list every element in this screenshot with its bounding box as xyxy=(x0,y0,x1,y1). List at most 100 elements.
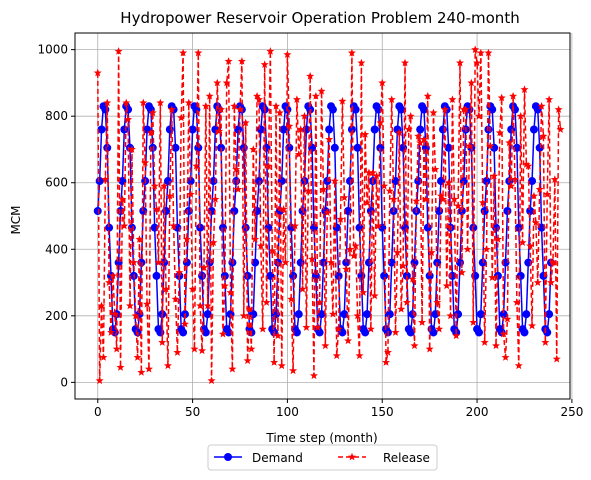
x-tick-label: 0 xyxy=(94,405,102,419)
release-point xyxy=(480,338,489,346)
demand-point xyxy=(230,207,239,216)
release-point xyxy=(427,248,436,256)
release-point xyxy=(518,238,527,247)
release-point xyxy=(101,175,110,183)
release-point xyxy=(444,178,453,187)
release-point xyxy=(402,298,411,306)
release-point xyxy=(385,186,394,195)
demand-point xyxy=(319,258,328,267)
release-point xyxy=(425,344,434,353)
release-point xyxy=(116,363,125,371)
release-point xyxy=(474,111,483,120)
release-point xyxy=(435,324,444,333)
demand-point xyxy=(543,328,552,337)
release-point xyxy=(181,319,189,328)
release-point xyxy=(247,344,256,353)
release-point xyxy=(450,195,459,203)
release-point xyxy=(167,105,176,113)
release-point xyxy=(457,268,466,276)
release-point xyxy=(552,354,561,363)
demand-point xyxy=(406,328,415,337)
release-point xyxy=(232,165,241,173)
demand-point xyxy=(529,125,538,134)
demand-point xyxy=(385,310,394,319)
release-point xyxy=(364,168,373,177)
release-point xyxy=(524,161,533,170)
release-point xyxy=(490,171,499,180)
release-point xyxy=(251,235,260,243)
release-point xyxy=(328,309,337,318)
release-point xyxy=(351,241,360,250)
demand-point xyxy=(351,105,360,114)
y-tick-label: 200 xyxy=(45,309,68,323)
release-point xyxy=(421,195,430,203)
release-point xyxy=(239,311,248,320)
demand-point xyxy=(328,105,337,114)
release-point xyxy=(486,141,495,150)
release-point xyxy=(201,102,210,110)
release-point xyxy=(368,168,377,177)
demand-point xyxy=(423,223,432,232)
release-point xyxy=(264,161,273,170)
release-point xyxy=(440,105,449,113)
series-layer xyxy=(93,45,565,385)
release-point xyxy=(110,309,119,318)
release-point xyxy=(209,238,218,247)
release-point xyxy=(175,268,184,276)
release-point xyxy=(395,128,404,137)
demand-point xyxy=(535,143,544,152)
release-point xyxy=(404,125,413,133)
release-point xyxy=(308,255,317,263)
demand-point xyxy=(342,258,351,267)
release-point xyxy=(179,48,188,57)
release-point xyxy=(289,366,298,375)
demand-point xyxy=(152,271,161,280)
release-point xyxy=(374,221,383,230)
demand-point xyxy=(294,310,303,319)
release-point xyxy=(99,353,108,361)
release-point xyxy=(442,281,451,290)
demand-point xyxy=(478,258,487,267)
release-point xyxy=(222,78,231,87)
y-tick-label: 1000 xyxy=(37,43,68,57)
release-point xyxy=(272,102,281,110)
demand-point xyxy=(347,125,356,134)
release-point xyxy=(387,95,396,103)
release-point xyxy=(511,175,519,183)
release-point xyxy=(414,131,423,140)
release-point xyxy=(554,105,563,113)
release-point xyxy=(378,78,387,87)
demand-point xyxy=(308,143,317,152)
release-point xyxy=(139,98,148,107)
release-point xyxy=(537,102,546,110)
release-point xyxy=(423,92,432,100)
release-point xyxy=(512,298,521,306)
release-point xyxy=(438,195,447,203)
release-point xyxy=(103,98,112,107)
release-point xyxy=(143,299,152,308)
release-point xyxy=(294,150,303,158)
release-point xyxy=(114,47,123,55)
release-point xyxy=(243,356,252,365)
release-point xyxy=(188,285,197,293)
release-point xyxy=(224,57,233,65)
release-point xyxy=(268,246,277,255)
release-point xyxy=(192,161,201,170)
demand-point xyxy=(254,177,263,186)
release-point xyxy=(126,301,134,310)
release-point xyxy=(429,108,438,117)
demand-point xyxy=(224,328,233,337)
release-point xyxy=(124,115,133,123)
release-point xyxy=(275,108,284,117)
release-point xyxy=(476,48,485,57)
release-point xyxy=(186,190,195,198)
release-point xyxy=(531,218,540,227)
demand-point xyxy=(330,143,339,152)
demand-point xyxy=(355,223,364,232)
release-point xyxy=(306,72,315,80)
release-point xyxy=(277,361,286,370)
demand-point xyxy=(334,271,343,280)
release-point xyxy=(454,201,463,210)
demand-point xyxy=(444,143,453,152)
